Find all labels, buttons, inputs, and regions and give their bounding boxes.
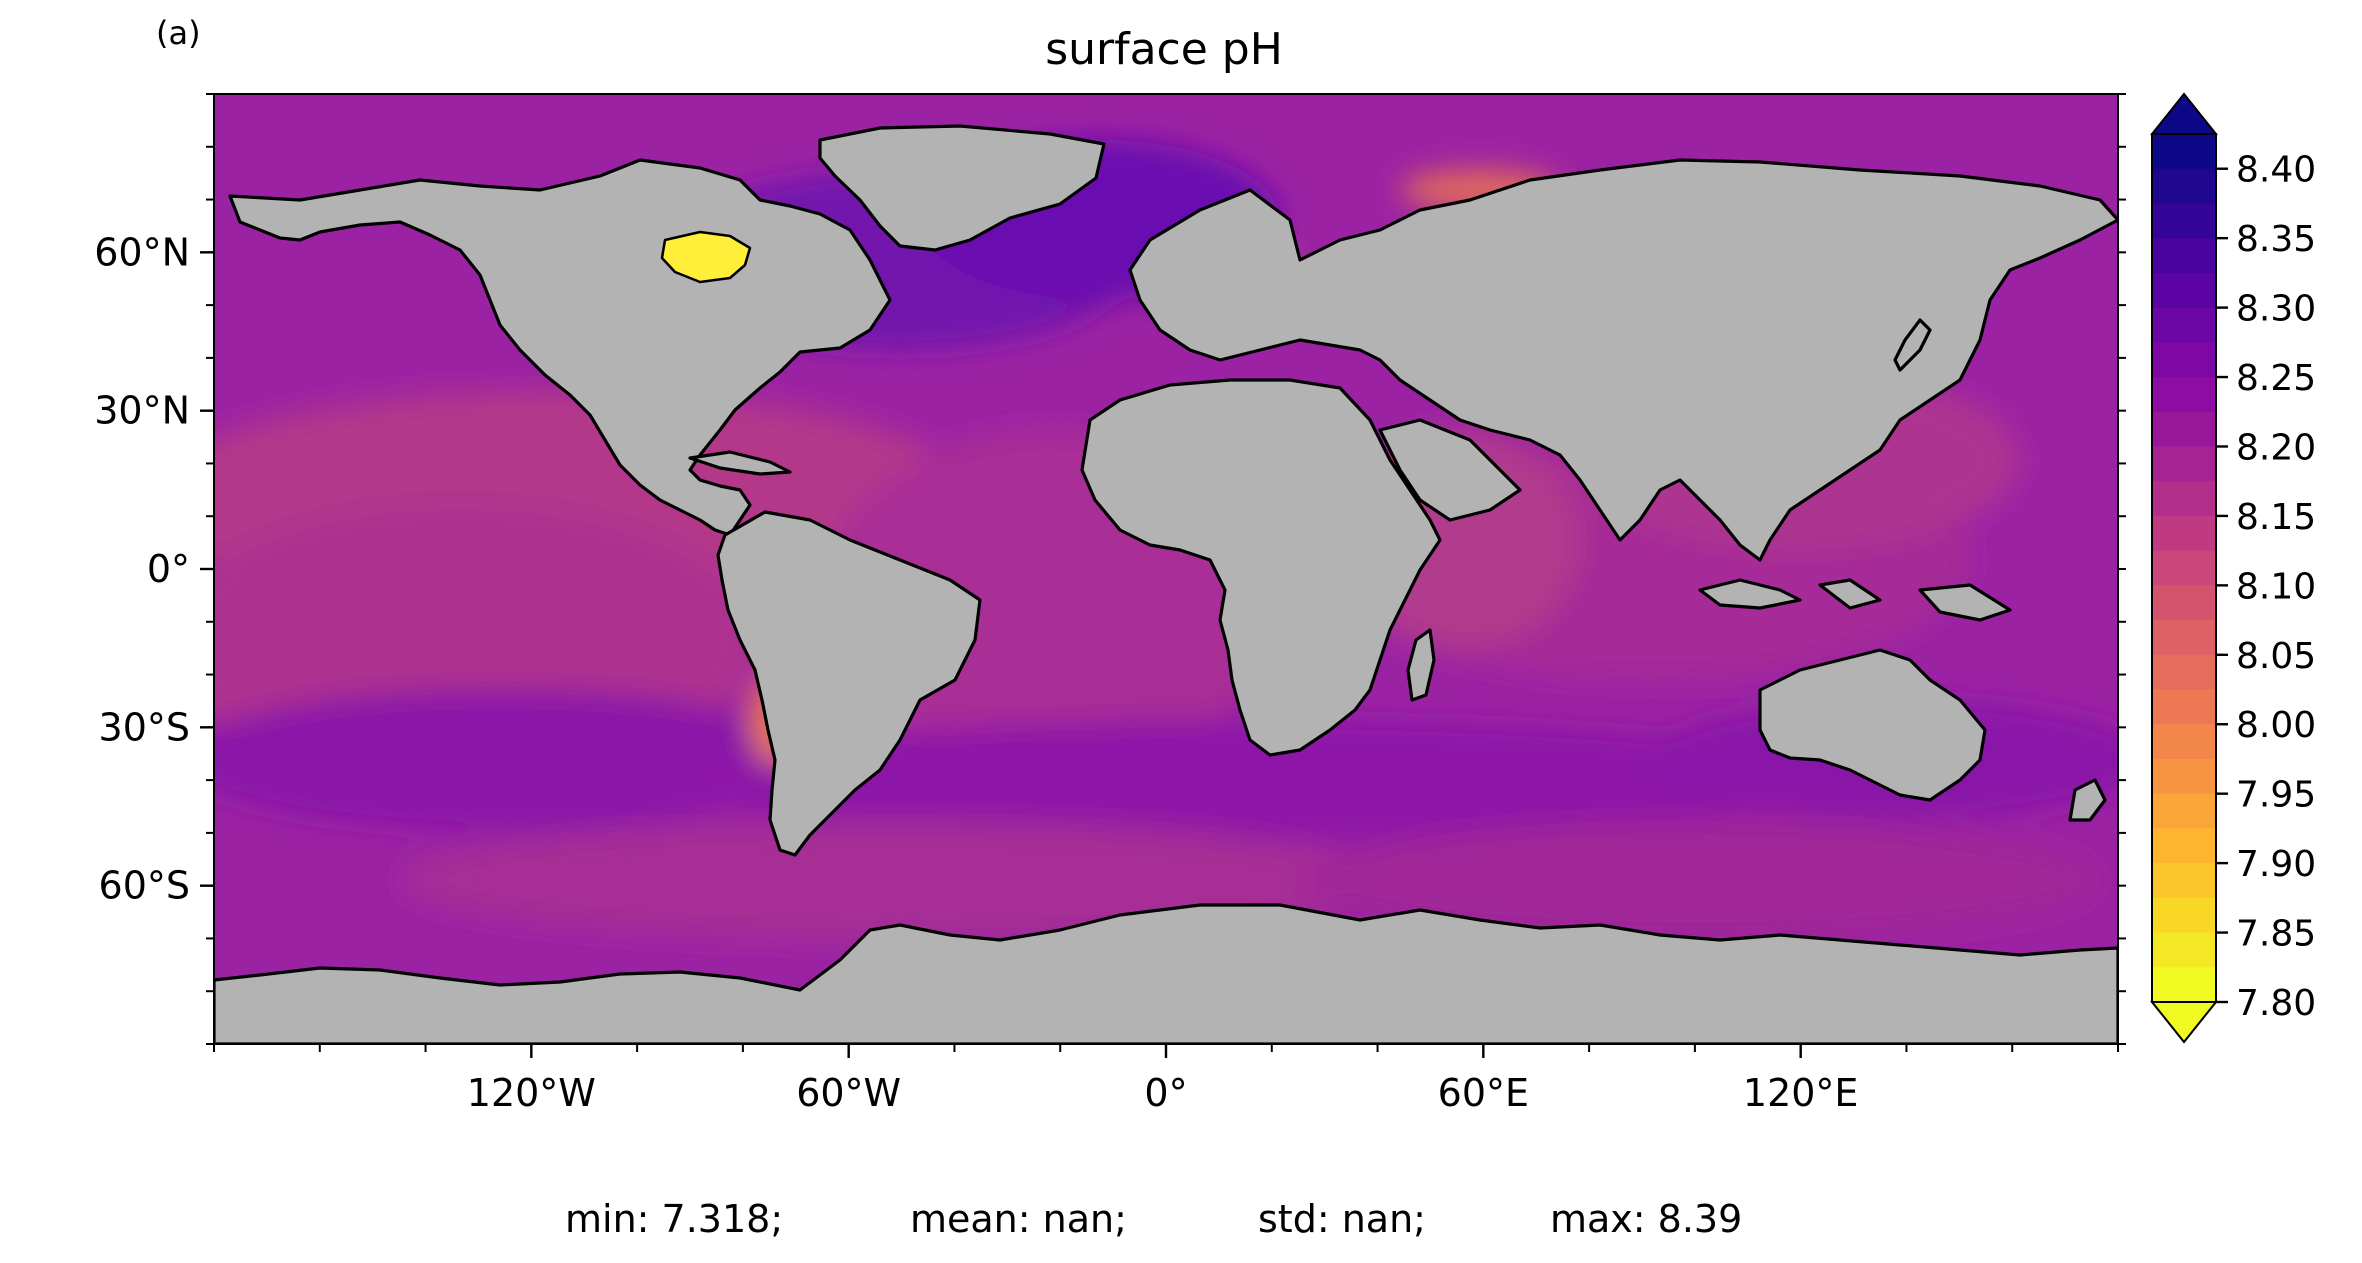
colorbar-band (2152, 550, 2216, 586)
colorbar-band (2152, 238, 2216, 274)
colorbar-band (2152, 932, 2216, 968)
colorbar-tick-label: 8.10 (2236, 566, 2316, 607)
y-tick-label: 60°S (99, 864, 190, 908)
x-tick-label: 0° (1144, 1071, 1187, 1115)
colorbar-band (2152, 828, 2216, 864)
x-tick-label: 120°W (467, 1071, 596, 1115)
antarctica (214, 903, 2118, 1044)
y-tick-label: 30°S (99, 705, 190, 749)
colorbar-tick-label: 8.00 (2236, 705, 2316, 746)
arabia (1378, 418, 1522, 522)
new-zealand (2068, 778, 2107, 822)
colorbar-frame (2151, 133, 2217, 1003)
colorbar: 8.40 8.35 8.30 8.25 8.20 8.15 8.10 8.05 8.00 7.95… (2149, 92, 2316, 1044)
colorbar-tick-label: 8.35 (2236, 219, 2316, 260)
colorbar-extend-top (2149, 92, 2219, 135)
x-tick-label: 60°E (1438, 1071, 1529, 1115)
colorbar-band (2152, 481, 2216, 517)
japan (1893, 318, 1932, 372)
x-tick-label: 60°W (796, 1071, 901, 1115)
stat-mean: mean: nan; (910, 1197, 1127, 1241)
colorbar-band (2152, 411, 2216, 448)
map-area (214, 94, 2118, 1044)
colorbar-band (2152, 272, 2216, 309)
colorbar-band (2152, 689, 2216, 725)
stat-max: max: 8.39 (1550, 1197, 1742, 1241)
colorbar-tick-label: 8.40 (2236, 150, 2316, 191)
colorbar-tick-label: 8.05 (2236, 636, 2316, 677)
map-title: surface pH (1045, 24, 1283, 75)
colorbar-tick-label: 7.85 (2236, 914, 2316, 955)
stat-std: std: nan; (1258, 1197, 1426, 1241)
colorbar-band (2152, 793, 2216, 829)
colorbar-band (2152, 724, 2216, 760)
colorbar-tick-label: 8.25 (2236, 358, 2316, 399)
colorbar-tick-label: 7.90 (2236, 844, 2316, 885)
africa (1080, 378, 1442, 757)
colorbar-tick-label: 7.80 (2236, 983, 2316, 1024)
madagascar (1406, 628, 1436, 702)
y-tick-label: 0° (147, 547, 190, 591)
colorbar-tick-label: 8.30 (2236, 289, 2316, 330)
colorbar-band (2152, 863, 2216, 899)
colorbar-band (2152, 446, 2216, 482)
colorbar-band (2152, 134, 2216, 170)
panel-label: (a) (156, 14, 201, 52)
europe-asia (1128, 158, 2118, 562)
cuba (688, 450, 792, 476)
colorbar-band (2152, 620, 2216, 656)
colorbar-band (2152, 654, 2216, 691)
hudson-bay (660, 230, 752, 284)
stat-min: min: 7.318; (565, 1197, 783, 1241)
landmasses (214, 124, 2118, 1044)
australia (1758, 648, 1987, 802)
colorbar-band (2152, 758, 2216, 795)
colorbar-tick-label: 8.15 (2236, 497, 2316, 538)
colorbar-band (2152, 585, 2216, 621)
colorbar-band (2152, 342, 2216, 378)
colorbar-band (2152, 377, 2216, 413)
colorbar-band (2152, 307, 2216, 343)
stats-line: min: 7.318; mean: nan; std: nan; max: 8.… (565, 1197, 1742, 1241)
y-tick-label: 30°N (94, 389, 190, 433)
x-tick-label: 120°E (1743, 1071, 1859, 1115)
x-ticks: 120°W 60°W 0° 60°E 120°E (213, 1044, 2119, 1115)
colorbar-ticks: 8.40 8.35 8.30 8.25 8.20 8.15 8.10 8.05 8.00 7.95… (2216, 150, 2316, 1024)
indonesia (1698, 578, 2012, 622)
colorbar-band (2152, 515, 2216, 552)
colorbar-band (2152, 967, 2216, 1003)
colorbar-tick-label: 7.95 (2236, 775, 2316, 816)
colorbar-band (2152, 168, 2216, 205)
greenland (818, 124, 1106, 252)
y-ticks: 60°N 30°N 0° 30°S 60°S (94, 93, 2126, 1045)
south-america (716, 510, 982, 857)
colorbar-tick-label: 8.20 (2236, 427, 2316, 468)
colorbar-bands (2152, 134, 2216, 1003)
colorbar-band (2152, 897, 2216, 934)
colorbar-band (2152, 203, 2216, 239)
y-tick-label: 60°N (94, 230, 190, 274)
colorbar-extend-bottom (2149, 1001, 2219, 1044)
